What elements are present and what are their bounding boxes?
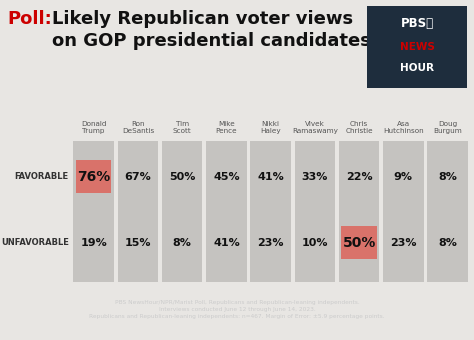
Text: 15%: 15% bbox=[125, 238, 151, 248]
Text: 67%: 67% bbox=[125, 172, 151, 182]
Text: 22%: 22% bbox=[346, 172, 373, 182]
Text: 10%: 10% bbox=[301, 238, 328, 248]
Text: 45%: 45% bbox=[213, 172, 240, 182]
Text: Vivek
Ramaswamy: Vivek Ramaswamy bbox=[292, 121, 338, 134]
Text: 50%: 50% bbox=[169, 172, 195, 182]
Text: FAVORABLE: FAVORABLE bbox=[15, 172, 69, 181]
FancyBboxPatch shape bbox=[339, 141, 379, 282]
Text: 76%: 76% bbox=[77, 170, 110, 184]
FancyBboxPatch shape bbox=[367, 6, 467, 88]
FancyBboxPatch shape bbox=[295, 141, 335, 282]
Text: 8%: 8% bbox=[438, 172, 457, 182]
FancyBboxPatch shape bbox=[428, 141, 468, 282]
FancyBboxPatch shape bbox=[73, 141, 114, 282]
Text: Chris
Christie: Chris Christie bbox=[346, 121, 373, 134]
Text: 41%: 41% bbox=[257, 172, 284, 182]
Text: 8%: 8% bbox=[173, 238, 191, 248]
Text: 19%: 19% bbox=[80, 238, 107, 248]
Text: Asa
Hutchinson: Asa Hutchinson bbox=[383, 121, 424, 134]
Text: Ron
DeSantis: Ron DeSantis bbox=[122, 121, 154, 134]
Text: Nikki
Haley: Nikki Haley bbox=[260, 121, 281, 134]
Text: HOUR: HOUR bbox=[400, 63, 434, 73]
FancyBboxPatch shape bbox=[76, 160, 111, 193]
Text: NEWS: NEWS bbox=[400, 42, 435, 52]
Text: Likely Republican voter views
on GOP presidential candidates: Likely Republican voter views on GOP pre… bbox=[52, 10, 371, 50]
FancyBboxPatch shape bbox=[162, 141, 202, 282]
Text: Mike
Pence: Mike Pence bbox=[216, 121, 237, 134]
Text: 23%: 23% bbox=[257, 238, 284, 248]
Text: 23%: 23% bbox=[390, 238, 417, 248]
FancyBboxPatch shape bbox=[250, 141, 291, 282]
Text: Poll:: Poll: bbox=[7, 10, 52, 28]
Text: 9%: 9% bbox=[394, 172, 413, 182]
Text: UNFAVORABLE: UNFAVORABLE bbox=[1, 238, 69, 247]
FancyBboxPatch shape bbox=[383, 141, 424, 282]
Text: Donald
Trump: Donald Trump bbox=[81, 121, 107, 134]
Text: 8%: 8% bbox=[438, 238, 457, 248]
FancyBboxPatch shape bbox=[118, 141, 158, 282]
Text: Doug
Burgum: Doug Burgum bbox=[433, 121, 462, 134]
Text: PBSⓄ: PBSⓄ bbox=[401, 17, 434, 30]
Text: PBS NewsHour/NPR/Marist Poll, Republicans and Republican-leaning independents.
I: PBS NewsHour/NPR/Marist Poll, Republican… bbox=[89, 300, 385, 319]
FancyBboxPatch shape bbox=[341, 226, 377, 259]
Text: 41%: 41% bbox=[213, 238, 240, 248]
Text: 33%: 33% bbox=[302, 172, 328, 182]
Text: Tim
Scott: Tim Scott bbox=[173, 121, 191, 134]
Text: 50%: 50% bbox=[342, 236, 376, 250]
FancyBboxPatch shape bbox=[206, 141, 246, 282]
